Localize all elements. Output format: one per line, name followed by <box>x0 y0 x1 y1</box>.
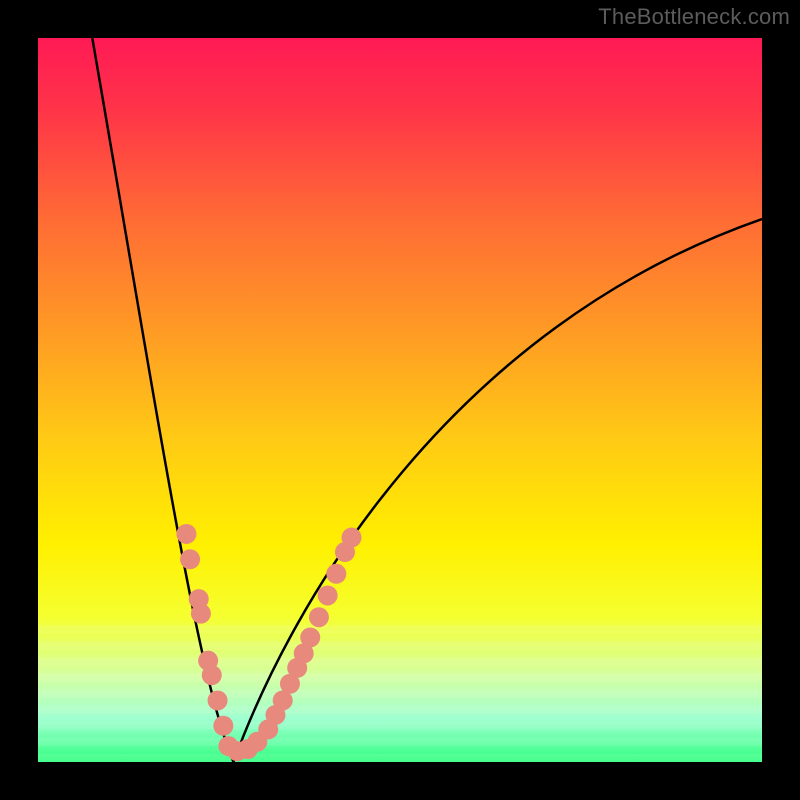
curve-dot <box>180 549 200 569</box>
curve-dot <box>191 604 211 624</box>
chart-container: TheBottleneck.com <box>0 0 800 800</box>
watermark-text: TheBottleneck.com <box>598 4 790 30</box>
curve-dot <box>318 585 338 605</box>
curve-dot <box>202 665 222 685</box>
curve-dot <box>208 690 228 710</box>
plot-area <box>38 38 762 762</box>
curve-dot <box>300 627 320 647</box>
curve-dot <box>176 524 196 544</box>
curve-dot <box>213 716 233 736</box>
bottom-bands <box>38 625 762 762</box>
bottleneck-chart-svg <box>38 38 762 762</box>
gradient-background <box>38 38 762 762</box>
curve-dot <box>309 607 329 627</box>
curve-dot <box>341 528 361 548</box>
curve-dot <box>326 564 346 584</box>
